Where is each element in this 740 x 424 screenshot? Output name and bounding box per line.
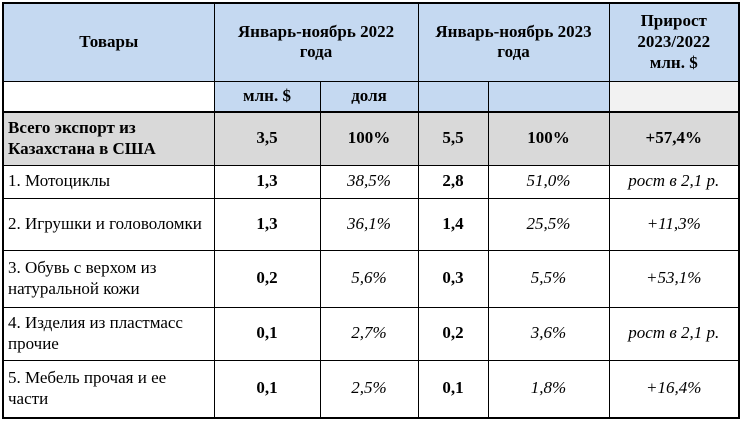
col-header-period-2022: Январь-ноябрь 2022 года bbox=[213, 2, 419, 82]
share-2023-value: 5,5% bbox=[487, 249, 610, 308]
col-header-growth-label: Прирост 2023/2022 млн. $ bbox=[637, 11, 711, 72]
total-mln-2022: 3,5 bbox=[213, 111, 321, 166]
table-row: 2. Игрушки и головоломки 1,3 36,1% 1,4 2… bbox=[2, 197, 740, 251]
growth-value: рост в 2,1 р. bbox=[608, 164, 740, 199]
subheader-row: млн. $ доля bbox=[2, 80, 740, 113]
mln-2022-value: 0,2 bbox=[213, 249, 321, 308]
mln-2022-value: 0,1 bbox=[213, 306, 321, 361]
total-mln-2023: 5,5 bbox=[417, 111, 489, 166]
subheader-share-2022: доля bbox=[319, 80, 419, 113]
growth-value: +53,1% bbox=[608, 249, 740, 308]
table-row: 3. Обувь с верхом из натуральной кожи 0,… bbox=[2, 249, 740, 308]
col-header-growth: Прирост 2023/2022 млн. $ bbox=[608, 2, 740, 82]
subheader-mln-2023-empty bbox=[417, 80, 489, 113]
total-label: Всего экспорт из Казахстана в США bbox=[2, 111, 215, 166]
mln-2023-value: 0,1 bbox=[417, 359, 489, 419]
table-row: 4. Изделия из пластмасс прочие 0,1 2,7% … bbox=[2, 306, 740, 361]
mln-2023-value: 0,3 bbox=[417, 249, 489, 308]
mln-2022-value: 1,3 bbox=[213, 197, 321, 251]
product-label: 4. Изделия из пластмасс прочие bbox=[2, 306, 215, 361]
total-row: Всего экспорт из Казахстана в США 3,5 10… bbox=[2, 111, 740, 166]
total-growth: +57,4% bbox=[608, 111, 740, 166]
subheader-growth-empty bbox=[608, 80, 740, 113]
mln-2023-value: 0,2 bbox=[417, 306, 489, 361]
product-label: 2. Игрушки и головоломки bbox=[2, 197, 215, 251]
table-row: 5. Мебель прочая и ее части 0,1 2,5% 0,1… bbox=[2, 359, 740, 419]
mln-2022-value: 1,3 bbox=[213, 164, 321, 199]
share-2022-value: 2,7% bbox=[319, 306, 419, 361]
mln-2022-value: 0,1 bbox=[213, 359, 321, 419]
col-header-products: Товары bbox=[2, 2, 215, 82]
col-header-period-2023-label: Январь-ноябрь 2023 года bbox=[435, 21, 592, 62]
share-2022-value: 2,5% bbox=[319, 359, 419, 419]
mln-2023-value: 1,4 bbox=[417, 197, 489, 251]
share-2022-value: 36,1% bbox=[319, 197, 419, 251]
growth-value: +11,3% bbox=[608, 197, 740, 251]
product-label: 1. Мотоциклы bbox=[2, 164, 215, 199]
share-2023-value: 3,6% bbox=[487, 306, 610, 361]
col-header-period-2023: Январь-ноябрь 2023 года bbox=[417, 2, 610, 82]
share-2022-value: 5,6% bbox=[319, 249, 419, 308]
growth-value: рост в 2,1 р. bbox=[608, 306, 740, 361]
total-share-2022: 100% bbox=[319, 111, 419, 166]
total-share-2023: 100% bbox=[487, 111, 610, 166]
product-label: 3. Обувь с верхом из натуральной кожи bbox=[2, 249, 215, 308]
share-2023-value: 25,5% bbox=[487, 197, 610, 251]
share-2023-value: 1,8% bbox=[487, 359, 610, 419]
share-2022-value: 38,5% bbox=[319, 164, 419, 199]
col-header-period-2022-label: Январь-ноябрь 2022 года bbox=[237, 21, 395, 62]
growth-value: +16,4% bbox=[608, 359, 740, 419]
mln-2023-value: 2,8 bbox=[417, 164, 489, 199]
table-row: 1. Мотоциклы 1,3 38,5% 2,8 51,0% рост в … bbox=[2, 164, 740, 199]
product-label: 5. Мебель прочая и ее части bbox=[2, 359, 215, 419]
subheader-share-2023-empty bbox=[487, 80, 610, 113]
subheader-products-empty bbox=[2, 80, 215, 113]
share-2023-value: 51,0% bbox=[487, 164, 610, 199]
header-row: Товары Январь-ноябрь 2022 года Январь-но… bbox=[2, 2, 740, 82]
subheader-mln-2022: млн. $ bbox=[213, 80, 321, 113]
